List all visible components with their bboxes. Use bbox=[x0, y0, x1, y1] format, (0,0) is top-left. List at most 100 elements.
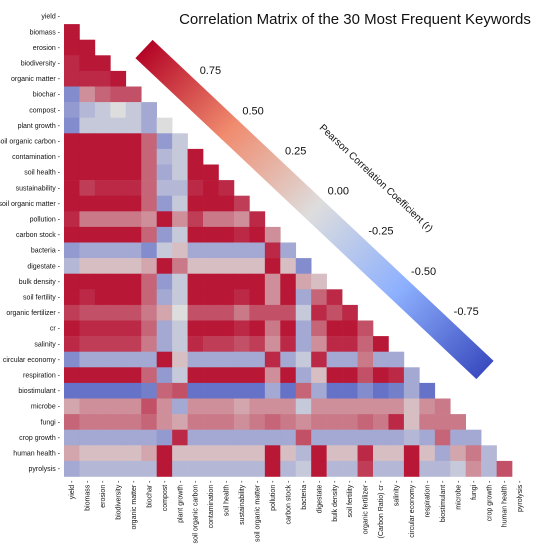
heatmap-cell bbox=[94, 320, 111, 337]
heatmap-cell bbox=[218, 320, 235, 337]
heatmap-cell bbox=[110, 242, 127, 259]
heatmap-cell bbox=[79, 70, 96, 87]
heatmap-cell bbox=[64, 273, 80, 290]
heatmap-cell bbox=[326, 398, 343, 415]
heatmap-cell bbox=[295, 445, 312, 462]
heatmap-cell bbox=[218, 398, 235, 415]
heatmap-cell bbox=[110, 336, 127, 352]
heatmap-cell bbox=[233, 367, 250, 384]
heatmap-cell bbox=[218, 336, 235, 352]
heatmap-cell bbox=[218, 289, 235, 306]
heatmap-cell bbox=[218, 382, 235, 399]
heatmap-cell bbox=[434, 460, 451, 477]
heatmap-cell bbox=[187, 320, 204, 337]
heatmap-cell bbox=[326, 304, 343, 321]
heatmap-cell bbox=[187, 289, 204, 306]
heatmap-cell bbox=[264, 367, 281, 384]
heatmap-cell bbox=[156, 258, 173, 274]
heatmap-cell bbox=[280, 429, 297, 446]
heatmap-cell bbox=[311, 304, 327, 321]
heatmap-cell bbox=[233, 429, 250, 446]
heatmap-cell bbox=[125, 133, 142, 150]
heatmap-cell bbox=[64, 320, 80, 337]
heatmap-cell bbox=[141, 226, 157, 243]
heatmap-cell bbox=[64, 86, 80, 103]
heatmap-cell bbox=[125, 148, 142, 165]
heatmap-cell bbox=[218, 367, 235, 384]
heatmap-cell bbox=[403, 429, 420, 446]
heatmap-cell bbox=[94, 258, 111, 274]
x-tick-label: soil organic matter - bbox=[255, 480, 262, 542]
heatmap-cell bbox=[295, 304, 312, 321]
heatmap-cell bbox=[264, 226, 281, 243]
heatmap-cell bbox=[125, 414, 142, 430]
heatmap-cell bbox=[326, 382, 343, 399]
heatmap-cell bbox=[264, 414, 281, 430]
heatmap-cell bbox=[79, 180, 96, 196]
y-tick-label: sustainability - bbox=[16, 185, 61, 192]
heatmap-cell bbox=[64, 164, 80, 181]
x-tick-label: yield - bbox=[69, 480, 76, 499]
colorbar-tick-label: 0.00 bbox=[328, 186, 349, 198]
heatmap-cell bbox=[110, 258, 127, 274]
heatmap-cell bbox=[172, 367, 188, 384]
x-tick-label: organic fertilizer - bbox=[363, 480, 370, 534]
heatmap-cell bbox=[264, 289, 281, 306]
heatmap-cell bbox=[125, 429, 142, 446]
heatmap-cell bbox=[141, 398, 157, 415]
heatmap-cell bbox=[94, 382, 111, 399]
heatmap-cell bbox=[94, 445, 111, 462]
heatmap-cell bbox=[249, 336, 266, 352]
heatmap-cell bbox=[187, 367, 204, 384]
heatmap-cell bbox=[125, 226, 142, 243]
heatmap-cell bbox=[233, 211, 250, 228]
heatmap-cell bbox=[94, 429, 111, 446]
heatmap-cell bbox=[141, 180, 157, 196]
x-tick-label: digestate - bbox=[316, 480, 323, 513]
heatmap-cell bbox=[94, 70, 111, 87]
heatmap-cell bbox=[156, 180, 173, 196]
heatmap-cell bbox=[172, 304, 188, 321]
heatmap-cell bbox=[156, 351, 173, 368]
heatmap-cell bbox=[342, 429, 358, 446]
heatmap-cell bbox=[125, 445, 142, 462]
heatmap-cell bbox=[141, 429, 157, 446]
heatmap-cell bbox=[79, 429, 96, 446]
heatmap-cell bbox=[110, 367, 127, 384]
heatmap-cell bbox=[94, 133, 111, 150]
heatmap-cell bbox=[172, 414, 188, 430]
heatmap-cell bbox=[373, 429, 389, 446]
heatmap-cell bbox=[79, 304, 96, 321]
heatmap-cell bbox=[110, 180, 127, 196]
heatmap-cell bbox=[156, 117, 173, 134]
heatmap-cell bbox=[465, 460, 482, 477]
heatmap-cell bbox=[496, 460, 513, 477]
heatmap-cell bbox=[187, 226, 204, 243]
heatmap-cell bbox=[203, 226, 219, 243]
heatmap-cell bbox=[233, 242, 250, 259]
y-tick-label: bacteria - bbox=[31, 248, 61, 255]
x-tick-label: pollution - bbox=[270, 480, 277, 511]
heatmap-cell bbox=[311, 382, 327, 399]
heatmap-cell bbox=[357, 320, 374, 337]
heatmap-cell bbox=[218, 195, 235, 212]
heatmap-cell bbox=[311, 429, 327, 446]
y-tick-label: contamination - bbox=[12, 154, 61, 161]
heatmap-cell bbox=[264, 304, 281, 321]
heatmap-cell bbox=[64, 55, 80, 72]
heatmap-cell bbox=[373, 351, 389, 368]
x-tick-label: sustainability - bbox=[239, 480, 246, 525]
heatmap-cell bbox=[280, 242, 297, 259]
y-tick-label: cr - bbox=[50, 326, 61, 333]
x-tick-label: (Carbon Ratio) cr - bbox=[378, 480, 385, 539]
heatmap-cell bbox=[94, 226, 111, 243]
heatmap-cell bbox=[156, 445, 173, 462]
heatmap-cell bbox=[249, 398, 266, 415]
heatmap-cell bbox=[64, 336, 80, 352]
heatmap-cell bbox=[311, 460, 327, 477]
heatmap-cell bbox=[357, 429, 374, 446]
y-tick-label: salinity - bbox=[34, 341, 60, 348]
heatmap-cell bbox=[326, 445, 343, 462]
heatmap-cell bbox=[264, 351, 281, 368]
